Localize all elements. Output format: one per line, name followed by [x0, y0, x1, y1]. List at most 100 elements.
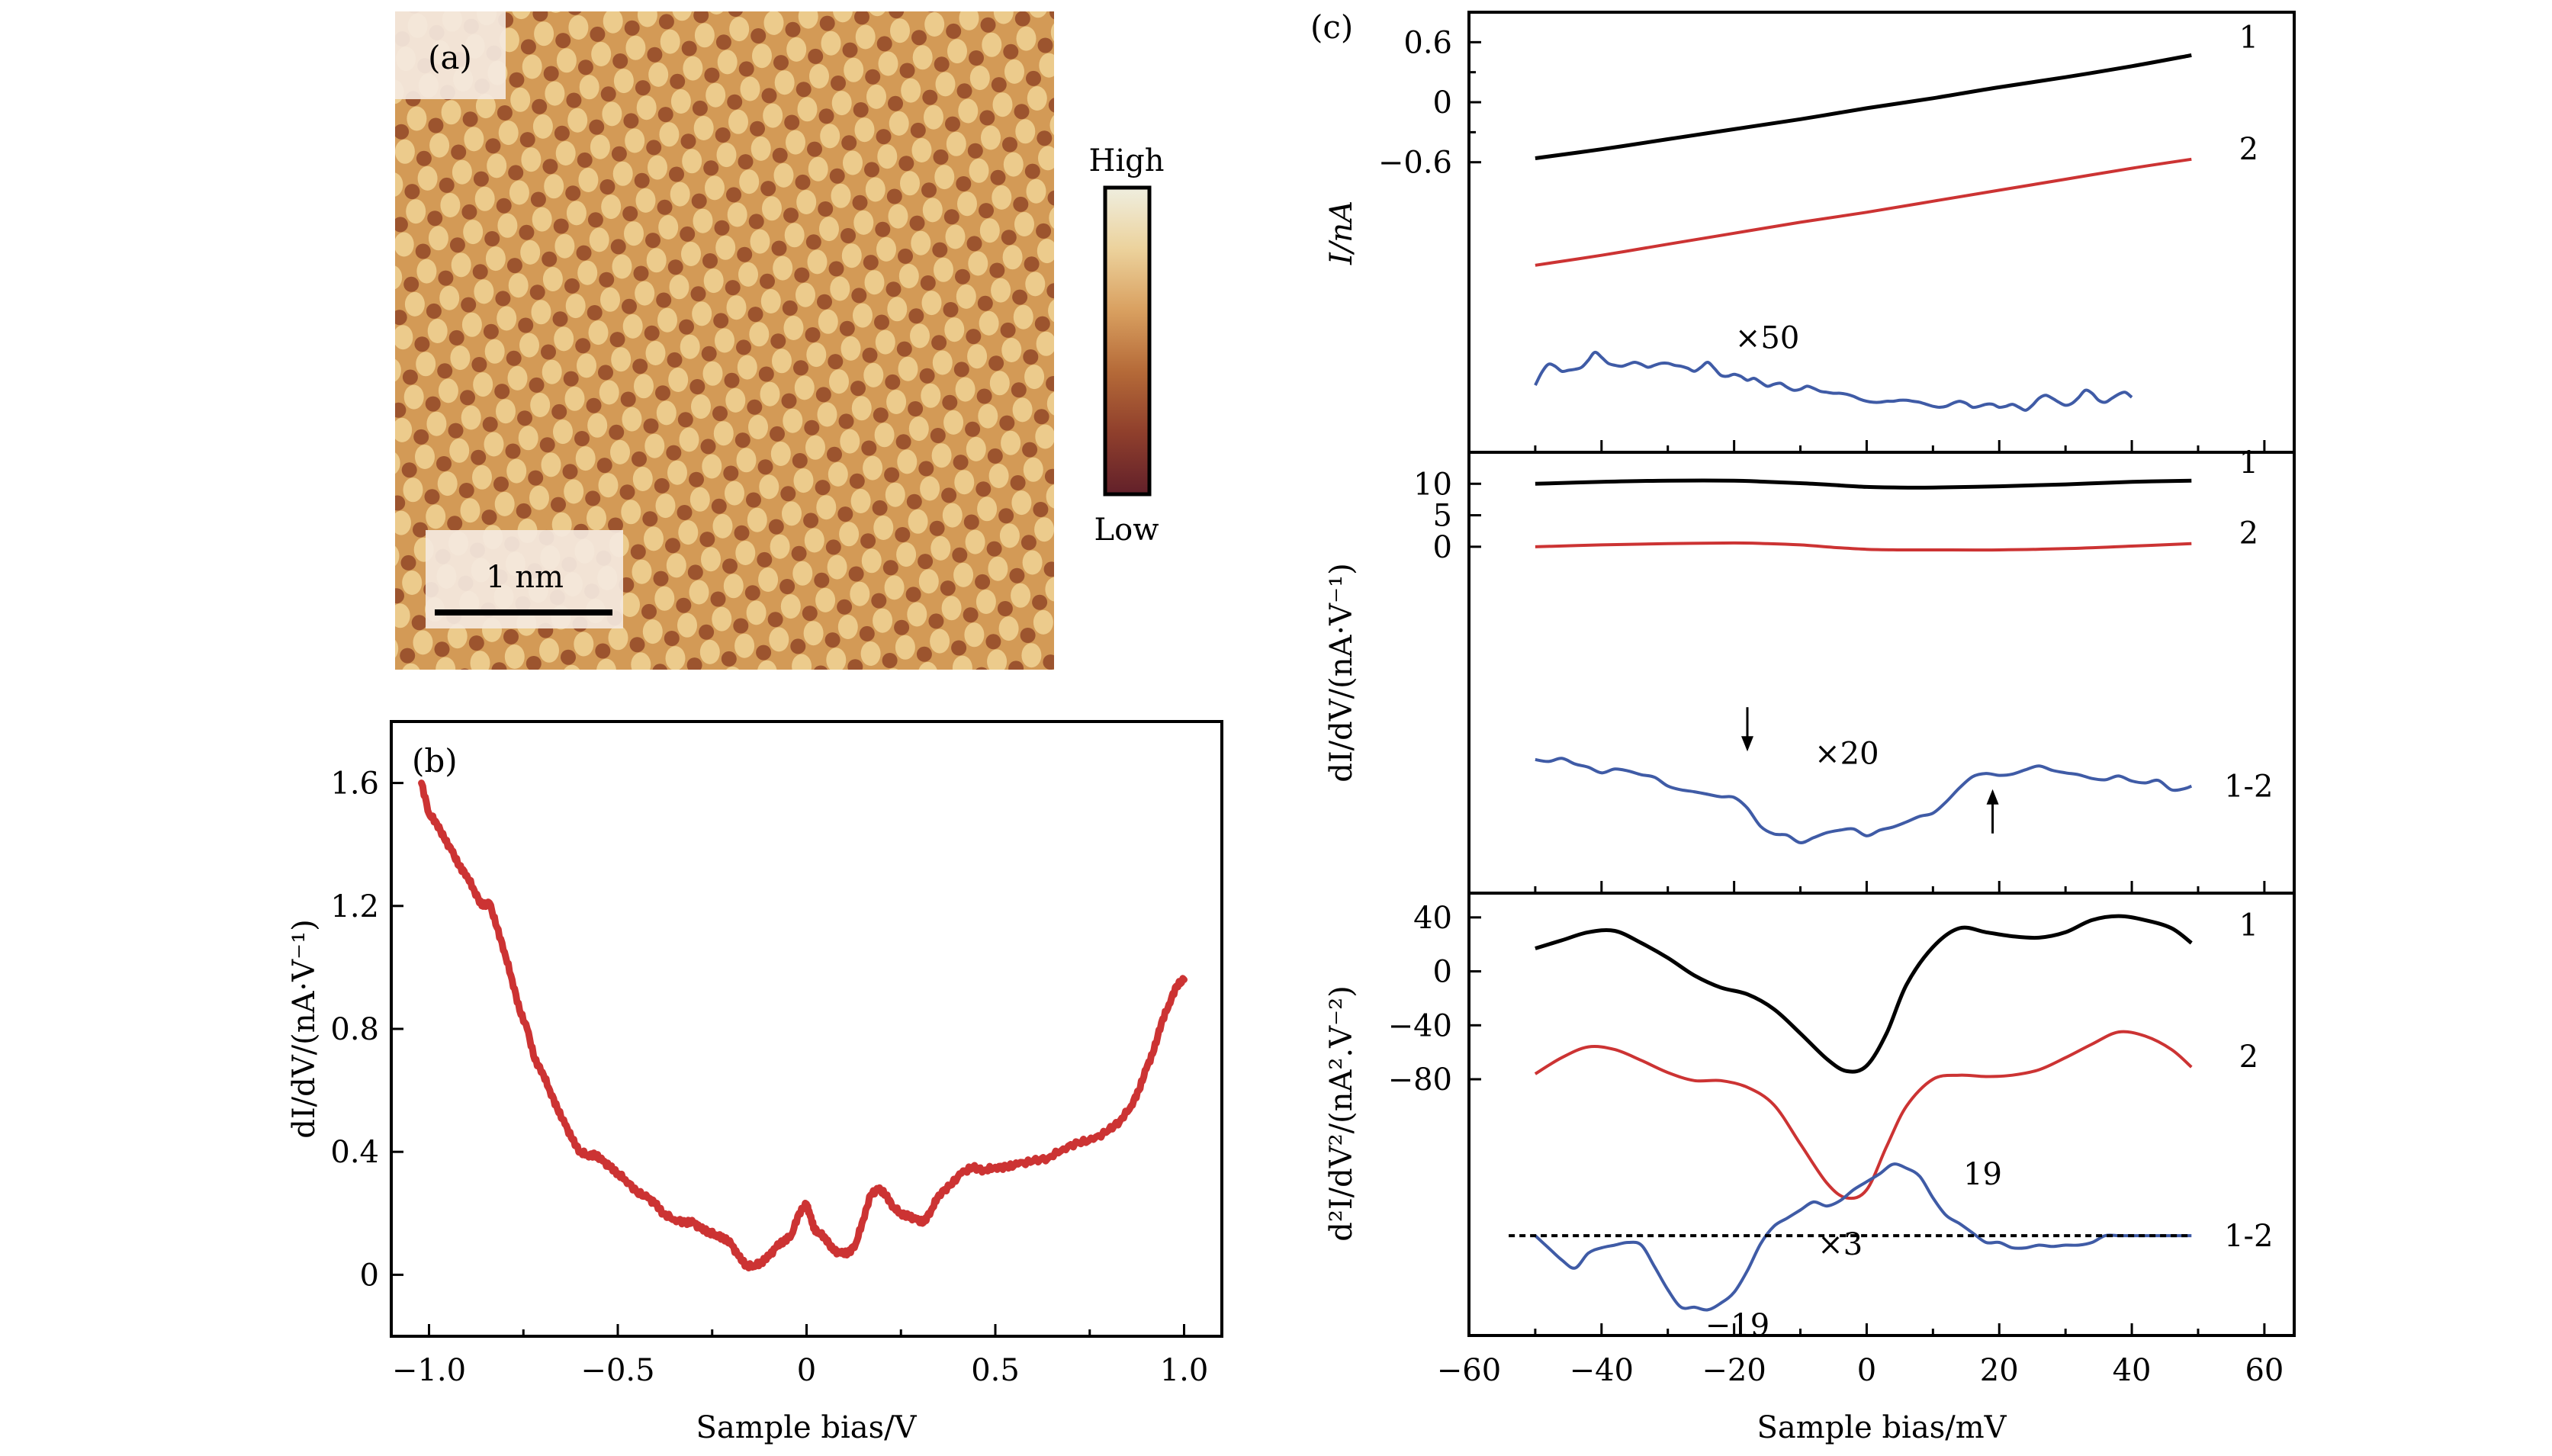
- stm-bright-site: [1011, 583, 1031, 608]
- stm-dark-site: [860, 533, 876, 549]
- stm-dark-site: [1082, 277, 1097, 292]
- panel-b-x-axis-label: Sample bias/V: [696, 1410, 917, 1445]
- stm-bright-site: [613, 69, 634, 94]
- stm-bright-site: [712, 513, 733, 538]
- stm-dark-site: [975, 574, 991, 590]
- y-tick-label: 40: [1413, 901, 1452, 936]
- stm-dark-site: [655, 385, 670, 401]
- stm-bright-site: [554, 326, 574, 352]
- stm-bright-site: [953, 562, 974, 587]
- stm-bright-site: [634, 374, 654, 399]
- stm-bright-site: [426, 504, 446, 529]
- stm-dark-site: [1048, 98, 1054, 113]
- stm-bright-site: [1012, 397, 1033, 423]
- stm-dark-site: [1059, 250, 1074, 265]
- stm-dark-site: [1060, 65, 1075, 80]
- series-line-1-2: [1534, 1162, 2192, 1312]
- stm-dark-site: [966, 236, 982, 252]
- x-tick-label: 60: [2245, 1353, 2284, 1388]
- stm-bright-site: [580, 0, 600, 7]
- stm-dark-site: [610, 239, 626, 255]
- stm-dark-site: [451, 144, 467, 160]
- stm-dark-site: [635, 80, 651, 96]
- panel-a-label-box: [395, 11, 506, 99]
- stm-dark-site: [644, 325, 660, 341]
- stm-dark-site: [1044, 468, 1054, 484]
- stm-dark-site: [736, 339, 751, 355]
- stm-bright-site: [844, 57, 864, 82]
- stm-bright-site: [1039, 53, 1054, 78]
- stm-bright-site: [472, 464, 492, 490]
- stm-bright-site: [850, 581, 870, 606]
- stm-bright-site: [992, 92, 1013, 117]
- stm-bright-site: [395, 172, 403, 197]
- stm-bright-site: [494, 491, 515, 516]
- stm-dark-site: [395, 402, 407, 418]
- stm-bright-site: [367, 670, 387, 694]
- stm-bright-site: [934, 257, 953, 282]
- stm-bright-site: [715, 328, 734, 353]
- stm-bright-site: [621, 500, 641, 525]
- stm-bright-site: [625, 35, 646, 60]
- stm-bright-site: [413, 630, 433, 655]
- stm-dark-site: [1046, 283, 1054, 299]
- stm-dark-site: [1034, 316, 1050, 332]
- stm-bright-site: [624, 221, 644, 246]
- stm-dark-site: [495, 291, 511, 307]
- stm-dark-site: [677, 412, 693, 428]
- y-tick-label: −80: [1388, 1062, 1452, 1098]
- stm-bright-site: [470, 651, 490, 670]
- stm-bright-site: [969, 66, 990, 91]
- stm-dark-site: [815, 387, 831, 403]
- stm-bright-site: [924, 104, 943, 130]
- stm-bright-site: [620, 593, 640, 617]
- stm-dark-site: [620, 391, 636, 407]
- stm-dark-site: [402, 369, 418, 385]
- stm-dark-site: [657, 199, 673, 215]
- stm-bright-site: [977, 497, 998, 522]
- stm-bright-site: [452, 159, 472, 185]
- stm-bright-site: [979, 310, 999, 336]
- x-tick-label: 20: [1980, 1353, 2019, 1388]
- up-arrow-head-icon: [1986, 789, 1999, 805]
- stm-dark-site: [814, 665, 828, 670]
- stm-dark-site: [792, 453, 808, 468]
- stm-dark-site: [815, 480, 831, 496]
- stm-dark-site: [817, 294, 832, 310]
- stm-bright-site: [1001, 430, 1021, 455]
- stm-bright-site: [921, 291, 942, 316]
- stm-bright-site: [1060, 265, 1080, 290]
- stm-bright-site: [395, 417, 413, 442]
- stm-dark-site: [909, 215, 925, 231]
- stm-dark-site: [667, 352, 683, 368]
- series-line-1-2: [1534, 350, 2133, 412]
- stm-bright-site: [437, 471, 458, 497]
- stm-dark-site: [827, 446, 842, 462]
- stm-dark-site: [494, 384, 510, 400]
- x-tick-label: −0.5: [580, 1353, 654, 1388]
- stm-dark-site: [710, 591, 726, 607]
- stm-bright-site: [644, 433, 665, 458]
- stm-dark-site: [439, 177, 455, 193]
- stm-dark-site: [583, 677, 599, 692]
- stm-bright-site: [395, 358, 401, 382]
- stm-bright-site: [556, 48, 577, 73]
- stm-bright-site: [861, 548, 882, 574]
- series-line-2: [1535, 541, 2192, 552]
- panel-a: (a) 1 nm High Low: [367, 0, 1165, 698]
- stm-dark-site: [689, 471, 704, 487]
- stm-bright-site: [1002, 245, 1023, 270]
- stm-dark-site: [622, 298, 637, 314]
- stm-dark-site: [714, 220, 730, 236]
- stm-bright-site: [1027, 86, 1047, 111]
- stm-dark-site: [549, 683, 564, 698]
- stm-bright-site: [703, 268, 724, 294]
- stm-topography-image: [367, 0, 1097, 698]
- stm-bright-site: [691, 394, 711, 419]
- stm-bright-site: [1014, 212, 1034, 236]
- stm-dark-site: [1026, 70, 1041, 86]
- stm-bright-site: [878, 51, 898, 76]
- stm-bright-site: [460, 498, 481, 523]
- stm-bright-site: [475, 94, 496, 119]
- stm-dark-site: [750, 121, 765, 137]
